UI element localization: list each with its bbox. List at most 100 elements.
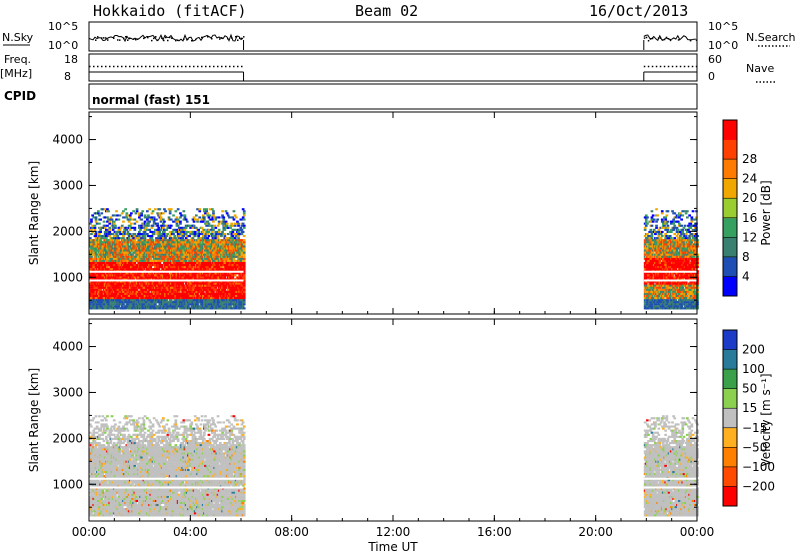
- range-cell: [127, 220, 131, 223]
- range-cell: [176, 208, 180, 211]
- range-cell: [123, 274, 126, 277]
- range-cell: [160, 224, 164, 227]
- range-cell: [114, 224, 117, 227]
- range-cell: [112, 220, 116, 223]
- range-cell: [182, 235, 186, 238]
- range-cell: [193, 233, 197, 236]
- nsky-label: N.Sky: [2, 31, 34, 44]
- range-cell: [192, 224, 196, 227]
- range-cell: [214, 288, 218, 291]
- range-cell: [242, 284, 246, 287]
- range-cell: [142, 255, 146, 258]
- nsearch-point: [117, 39, 119, 41]
- nsearch-point: [689, 39, 692, 42]
- range-cell: [143, 237, 147, 240]
- range-cell: [132, 210, 135, 213]
- range-cell: [125, 301, 129, 304]
- range-cell: [242, 292, 246, 295]
- range-cell: [95, 307, 99, 310]
- range-cell: [156, 224, 159, 227]
- range-cell: [140, 212, 143, 215]
- range-cell: [106, 253, 109, 256]
- range-cell: [103, 226, 107, 229]
- range-cell: [100, 259, 104, 262]
- range-cell: [172, 233, 175, 236]
- range-cell: [177, 237, 181, 240]
- range-cell: [135, 208, 139, 211]
- range-cell: [234, 282, 238, 285]
- range-cell: [230, 233, 234, 236]
- nsearch-point: [647, 39, 650, 42]
- range-cell: [205, 210, 208, 213]
- range-cell: [125, 212, 129, 215]
- range-cell: [192, 284, 196, 287]
- range-cell: [127, 235, 131, 238]
- range-cell: [181, 237, 184, 240]
- range-cell: [176, 292, 180, 295]
- range-cell: [168, 212, 172, 215]
- range-cell: [199, 284, 203, 287]
- range-cell: [93, 255, 97, 258]
- range-cell: [93, 286, 97, 289]
- range-cell: [242, 299, 246, 302]
- range-cell: [139, 286, 142, 289]
- range-cell: [242, 235, 246, 238]
- range-cell: [90, 266, 93, 269]
- range-cell: [114, 303, 117, 306]
- range-cell: [182, 247, 186, 250]
- range-cell: [169, 218, 173, 221]
- range-cell: [223, 228, 227, 231]
- range-cell: [196, 218, 199, 221]
- range-cell: [172, 214, 175, 217]
- range-cell: [240, 228, 244, 231]
- range-cell: [179, 212, 182, 215]
- range-cell: [168, 255, 172, 258]
- range-cell: [119, 274, 123, 277]
- range-cell: [139, 251, 142, 254]
- range-cell: [242, 257, 246, 260]
- range-cell: [174, 288, 178, 291]
- range-cell: [135, 237, 139, 240]
- freq-unit: [MHz]: [0, 67, 32, 80]
- range-cell: [166, 297, 170, 300]
- range-cell: [204, 257, 207, 260]
- range-cell: [203, 210, 206, 213]
- range-cell: [138, 261, 141, 264]
- range-cell: [177, 241, 181, 244]
- range-cell: [110, 268, 114, 271]
- range-cell: [242, 288, 246, 291]
- freq-tick-bottom: 8: [64, 70, 71, 83]
- range-cell: [226, 282, 230, 285]
- range-cell: [119, 233, 123, 236]
- range-cell: [242, 270, 246, 273]
- range-cell: [219, 305, 222, 308]
- range-cell: [180, 226, 183, 229]
- range-cell: [179, 216, 182, 219]
- range-cell: [130, 294, 133, 297]
- range-cell: [192, 290, 196, 293]
- range-cell: [122, 303, 125, 306]
- nsearch-point: [153, 37, 155, 40]
- range-cell: [100, 305, 104, 308]
- range-cell: [179, 261, 182, 264]
- range-cell: [152, 290, 156, 293]
- range-cell: [160, 235, 164, 238]
- range-cell: [140, 224, 143, 227]
- range-cell: [167, 257, 171, 260]
- range-cell: [162, 237, 165, 240]
- range-cell: [236, 266, 239, 269]
- range-cell: [151, 239, 155, 242]
- range-cell: [99, 235, 102, 238]
- range-cell: [100, 237, 104, 240]
- range-cell: [126, 243, 130, 246]
- range-cell: [94, 230, 98, 233]
- range-cell: [142, 226, 146, 229]
- range-cell: [230, 266, 234, 269]
- range-cell: [179, 294, 182, 297]
- range-cell: [98, 214, 101, 217]
- range-gap: [89, 279, 244, 282]
- range-cell: [224, 257, 228, 260]
- range-cell: [197, 247, 200, 250]
- range-cell: [139, 228, 142, 231]
